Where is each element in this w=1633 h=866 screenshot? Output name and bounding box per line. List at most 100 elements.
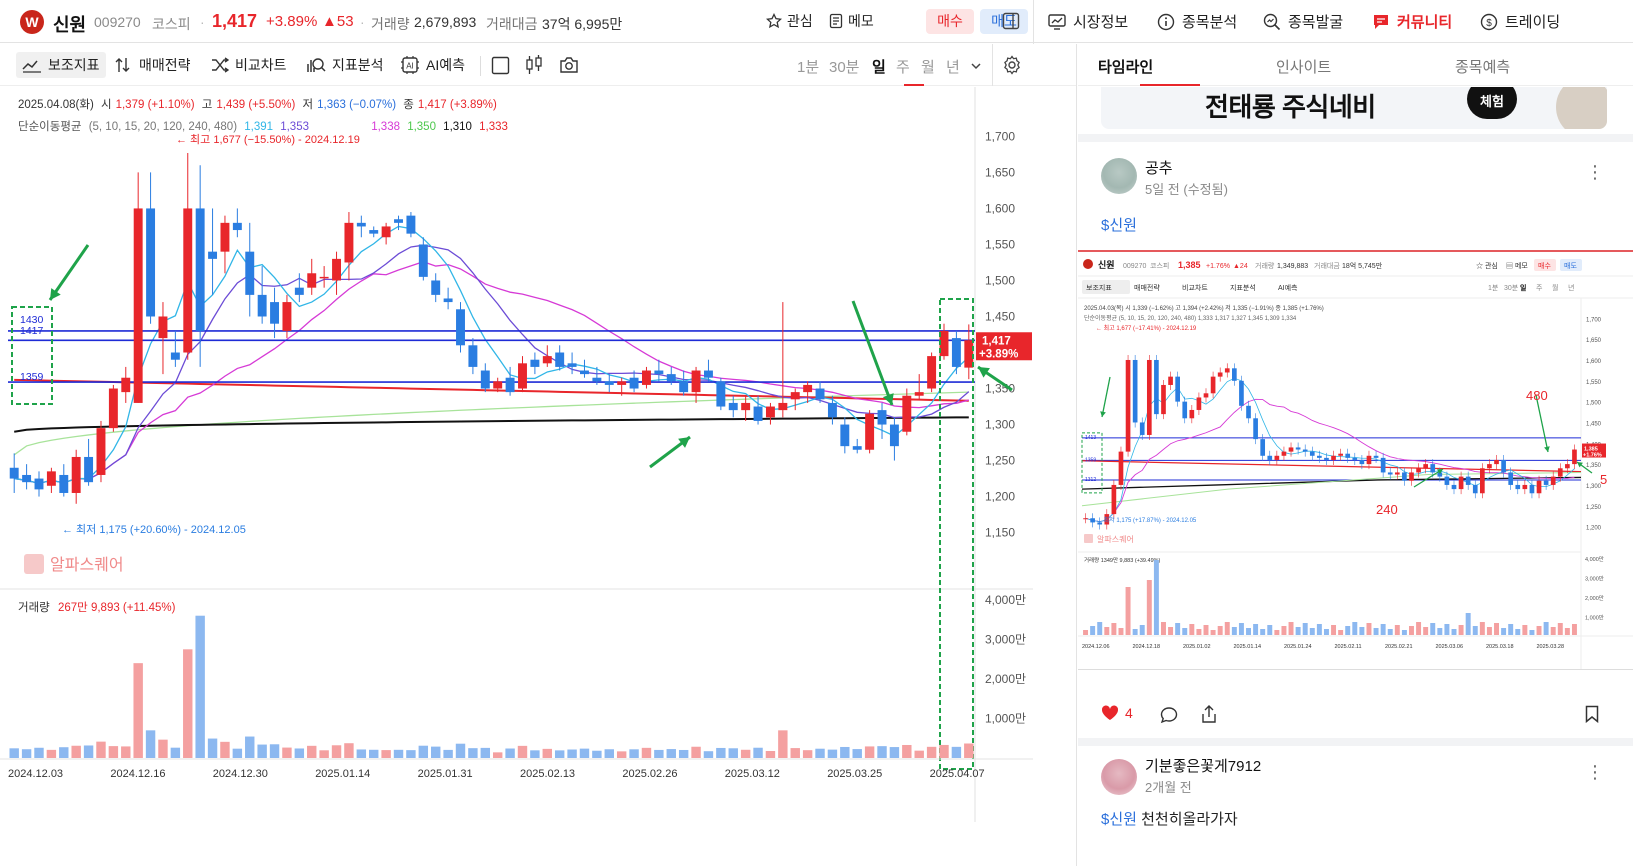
avatar[interactable] bbox=[1101, 759, 1137, 795]
volume-bar bbox=[840, 746, 850, 758]
period-week[interactable]: 주 bbox=[896, 59, 910, 76]
shot-candle-body bbox=[1487, 464, 1492, 469]
period-month[interactable]: 월 bbox=[921, 59, 935, 76]
nav-market-info[interactable]: 시장정보 bbox=[1048, 11, 1128, 32]
candle bbox=[406, 212, 416, 238]
candle bbox=[741, 395, 751, 421]
camera-icon[interactable] bbox=[559, 56, 579, 74]
period-year[interactable]: 년 bbox=[946, 59, 960, 76]
annotation-arrow-head bbox=[50, 288, 61, 300]
volume-bar bbox=[654, 749, 664, 758]
tool-compare[interactable]: 비교차트 bbox=[205, 52, 293, 78]
candle-body bbox=[394, 219, 403, 223]
shot-y-tick: 1,700 bbox=[1586, 317, 1602, 323]
shot-background bbox=[1078, 252, 1633, 669]
candle bbox=[71, 449, 81, 504]
shot-vol-bar bbox=[1210, 630, 1216, 635]
nav-stock-discovery[interactable]: 종목발굴 bbox=[1263, 11, 1343, 32]
candle bbox=[418, 237, 428, 281]
shot-x-tick: 2025.03.18 bbox=[1486, 644, 1514, 650]
post-image[interactable]: 신원 009270 코스피 1,385 +1.76% ▲24 거래량 1,349,883 거래대… bbox=[1078, 250, 1633, 670]
period-1min[interactable]: 1분 bbox=[797, 59, 820, 76]
settings-gear-icon[interactable] bbox=[1002, 55, 1022, 75]
candle-body bbox=[778, 402, 788, 411]
ma-value-5: 1,391 bbox=[244, 121, 274, 133]
price-chart[interactable]: 1,7001,6501,6001,5501,5001,4501,4001,350… bbox=[0, 87, 1076, 822]
like-button[interactable]: 4 bbox=[1101, 705, 1133, 721]
shot-price: 1,385 bbox=[1178, 260, 1201, 270]
candle-type-icon[interactable] bbox=[525, 54, 544, 76]
shot-candle-body bbox=[1139, 422, 1145, 435]
panel-toggle-icon[interactable] bbox=[1002, 12, 1020, 30]
bookmark-icon[interactable] bbox=[1585, 705, 1599, 723]
candle-body bbox=[480, 370, 490, 389]
shot-vol-bar bbox=[1373, 628, 1379, 635]
candle bbox=[505, 366, 515, 396]
candle bbox=[381, 222, 391, 245]
nav-stock-analysis[interactable]: 종목분석 bbox=[1157, 11, 1237, 32]
candle-body bbox=[183, 208, 193, 353]
share-icon[interactable] bbox=[1201, 705, 1217, 723]
volume-bar bbox=[443, 749, 453, 758]
change-rate: +3.89% bbox=[266, 13, 318, 30]
shot-candle-body bbox=[1302, 449, 1308, 452]
post-author[interactable]: 공추 bbox=[1145, 160, 1173, 177]
tool-strategy[interactable]: 매매전략 bbox=[109, 52, 197, 78]
watch-button[interactable]: 관심 bbox=[766, 11, 813, 31]
nav-trading[interactable]: $ 트레이딩 bbox=[1480, 11, 1560, 32]
candle bbox=[257, 266, 267, 324]
volume-bar bbox=[71, 745, 81, 758]
memo-button[interactable]: 메모 bbox=[829, 11, 874, 31]
shot-price-tag-value: 1,385 bbox=[1584, 447, 1598, 453]
tab-insight[interactable]: 인사이트 bbox=[1276, 59, 1332, 76]
square-draw-icon[interactable] bbox=[491, 56, 510, 75]
shot-arrow bbox=[1535, 394, 1549, 453]
candle-body bbox=[939, 330, 949, 357]
shot-vol-bar bbox=[1423, 627, 1429, 635]
shot-vol-bar bbox=[1238, 623, 1244, 635]
period-day[interactable]: 일 bbox=[872, 59, 886, 76]
candle bbox=[133, 172, 143, 403]
shot-candle-body bbox=[1317, 455, 1322, 458]
divider bbox=[1078, 134, 1633, 142]
chart-background bbox=[0, 87, 1076, 822]
more-options-icon[interactable]: ⋮ bbox=[1586, 762, 1605, 782]
candle bbox=[96, 420, 106, 483]
period-30min[interactable]: 30분 bbox=[829, 59, 860, 76]
strategy-icon bbox=[115, 58, 130, 72]
shot-candle-body bbox=[1522, 484, 1528, 490]
chevron-down-icon[interactable] bbox=[970, 61, 982, 71]
shot-vol-bar bbox=[1168, 627, 1174, 635]
shot-vol-bar bbox=[1451, 629, 1457, 635]
post-ticker-link[interactable]: $신원 bbox=[1101, 811, 1137, 828]
post-body: $신원 천천히올라가자 bbox=[1101, 808, 1238, 829]
post-author[interactable]: 기분좋은꽃게7912 bbox=[1145, 758, 1262, 775]
volume-bar bbox=[716, 747, 726, 758]
annotation-box-label: 1359 bbox=[20, 371, 44, 383]
nav-community[interactable]: 커뮤니티 bbox=[1372, 11, 1452, 32]
comment-icon[interactable] bbox=[1160, 706, 1178, 724]
shot-rate: +1.76% bbox=[1206, 263, 1230, 270]
volume-bar bbox=[554, 750, 565, 758]
shot-buy-label: 매수 bbox=[1538, 262, 1551, 270]
shot-logo-icon bbox=[1083, 259, 1093, 269]
tool-ai-predict[interactable]: AI AI예측 bbox=[394, 52, 471, 78]
more-options-icon[interactable]: ⋮ bbox=[1586, 162, 1605, 182]
avatar[interactable] bbox=[1101, 158, 1137, 194]
ad-banner[interactable]: 전태룡 주식네비 체험 bbox=[1101, 87, 1607, 129]
candle bbox=[34, 471, 44, 497]
candle bbox=[580, 359, 589, 378]
buy-button[interactable]: 매수 bbox=[926, 9, 974, 34]
banner-badge: 체험 bbox=[1467, 87, 1517, 119]
tool-indicators[interactable]: 보조지표 bbox=[16, 52, 106, 78]
tab-timeline[interactable]: 타임라인 bbox=[1098, 59, 1154, 76]
tool-analysis[interactable]: 지표분석 bbox=[300, 52, 390, 78]
shot-candle-body bbox=[1090, 518, 1095, 523]
volume-bar bbox=[505, 748, 515, 758]
post-ticker-link[interactable]: $신원 bbox=[1101, 217, 1137, 234]
candle-body bbox=[369, 230, 379, 234]
candle bbox=[121, 366, 131, 403]
tab-forecast[interactable]: 종목예측 bbox=[1455, 59, 1511, 76]
volume-bar bbox=[691, 746, 701, 758]
shot-y-tick: 1,450 bbox=[1586, 421, 1602, 427]
